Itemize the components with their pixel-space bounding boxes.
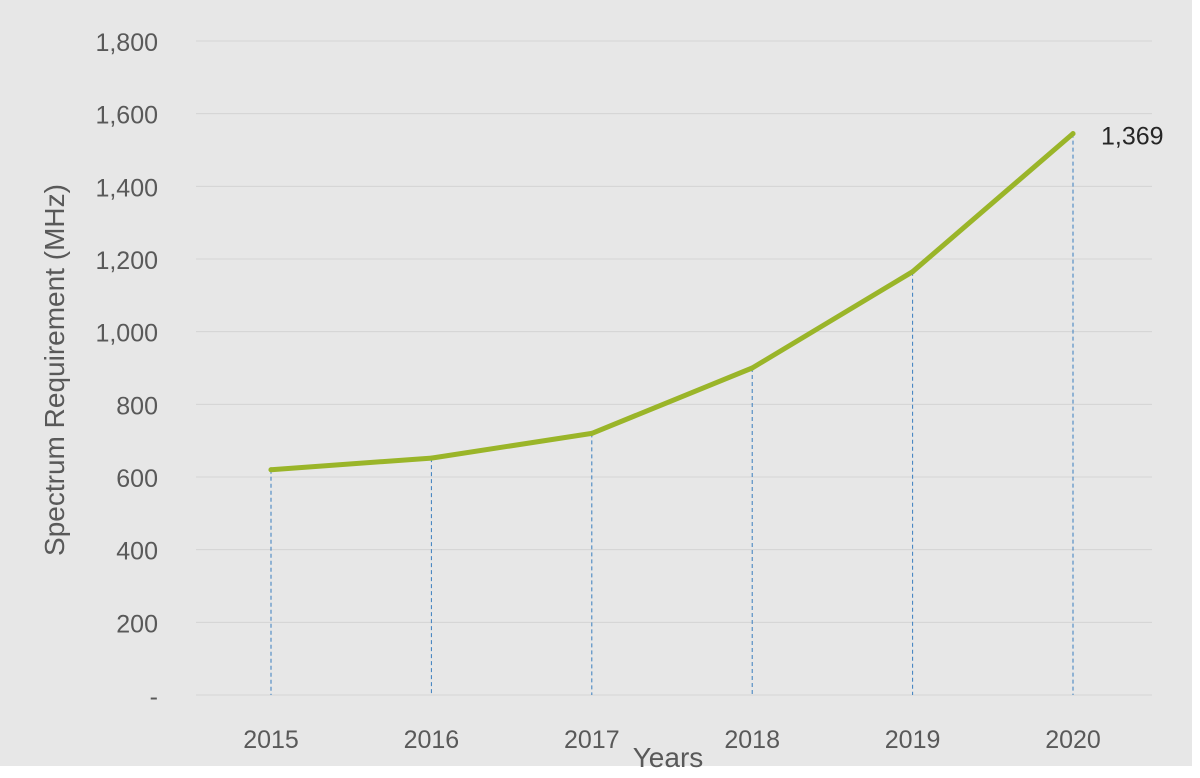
- x-tick-label: 2017: [564, 726, 620, 754]
- x-tick-label: 2019: [885, 726, 941, 754]
- x-tick-label: 2018: [724, 726, 780, 754]
- data-point: [268, 467, 274, 473]
- x-axis-title: Years: [633, 742, 704, 773]
- series-layer: [268, 131, 1076, 473]
- y-axis-title: Spectrum Requirement (MHz): [39, 184, 70, 556]
- y-tick-label: 400: [116, 538, 158, 566]
- y-tick-label: 1,200: [95, 247, 158, 275]
- y-tick-label: -: [150, 683, 158, 711]
- y-tick-label: 1,800: [95, 29, 158, 57]
- gridlines: [196, 40, 1152, 696]
- y-tick-label: 1,400: [95, 174, 158, 202]
- y-axis-ticks: - 200 400 600 800 1,000 1,200 1,400 1,600 1,800: [95, 29, 158, 711]
- data-point: [749, 365, 755, 371]
- annotations: 1,369: [1101, 123, 1164, 151]
- y-tick-label: 800: [116, 392, 158, 420]
- data-point: [910, 269, 916, 275]
- y-tick-label: 1,600: [95, 102, 158, 130]
- x-tick-label: 2016: [404, 726, 460, 754]
- data-label: 1,369: [1101, 123, 1164, 151]
- y-tick-label: 200: [116, 610, 158, 638]
- data-point: [428, 455, 434, 461]
- data-point: [589, 430, 595, 436]
- plot-background: [0, 0, 1192, 766]
- data-point: [1070, 131, 1076, 137]
- x-axis-ticks: 2015 2016 2017 2018 2019 2020: [243, 726, 1101, 754]
- y-tick-label: 1,000: [95, 320, 158, 348]
- drop-lines: [270, 133, 1074, 695]
- series-line: [268, 131, 1076, 473]
- x-tick-label: 2015: [243, 726, 299, 754]
- y-tick-label: 600: [116, 465, 158, 493]
- x-tick-label: 2020: [1045, 726, 1101, 754]
